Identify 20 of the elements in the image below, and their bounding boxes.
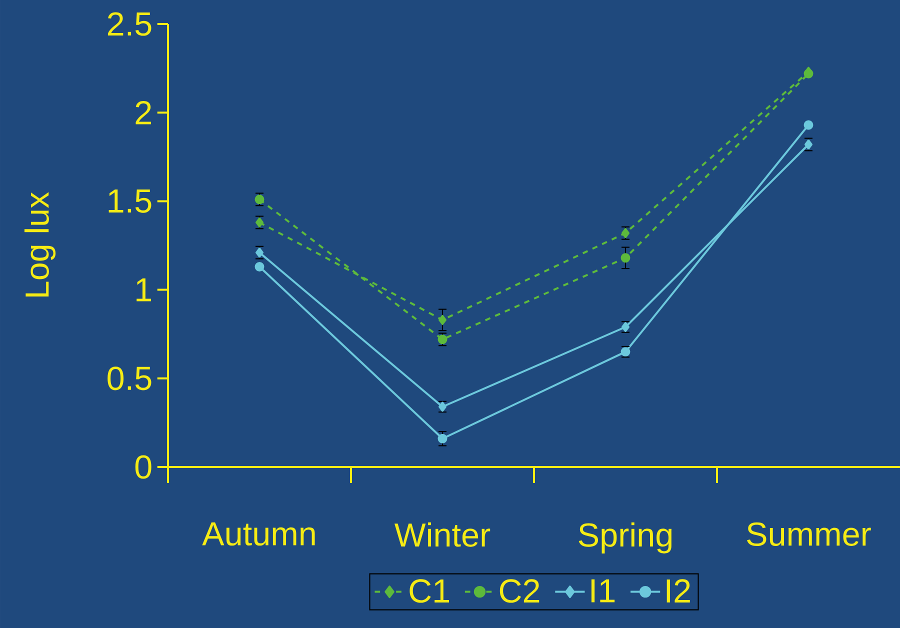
y-tick-label: 1.5 <box>108 190 152 213</box>
x-tick-label: Spring <box>578 522 672 554</box>
point <box>804 120 814 130</box>
y-tick-label: 0.5 <box>108 366 152 390</box>
x-tick-label: Autumn <box>202 522 315 546</box>
y-tick-label: 0 <box>135 455 152 479</box>
y-axis-title: Log lux <box>24 192 56 296</box>
x-tick-label: Winter <box>394 522 490 547</box>
point <box>254 262 264 272</box>
legend-label: I2 <box>666 579 690 602</box>
y-tick-label: 1 <box>136 278 152 302</box>
point <box>438 314 446 325</box>
x-tick-label: Summer <box>747 522 871 546</box>
legend-label: C2 <box>500 579 540 603</box>
point <box>438 434 448 444</box>
legend-label: C1 <box>410 579 449 603</box>
point <box>620 253 630 263</box>
y-tick-label: 2 <box>136 100 151 124</box>
y-tick-label: 2.5 <box>108 12 152 36</box>
legend-label: I1 <box>591 579 615 602</box>
